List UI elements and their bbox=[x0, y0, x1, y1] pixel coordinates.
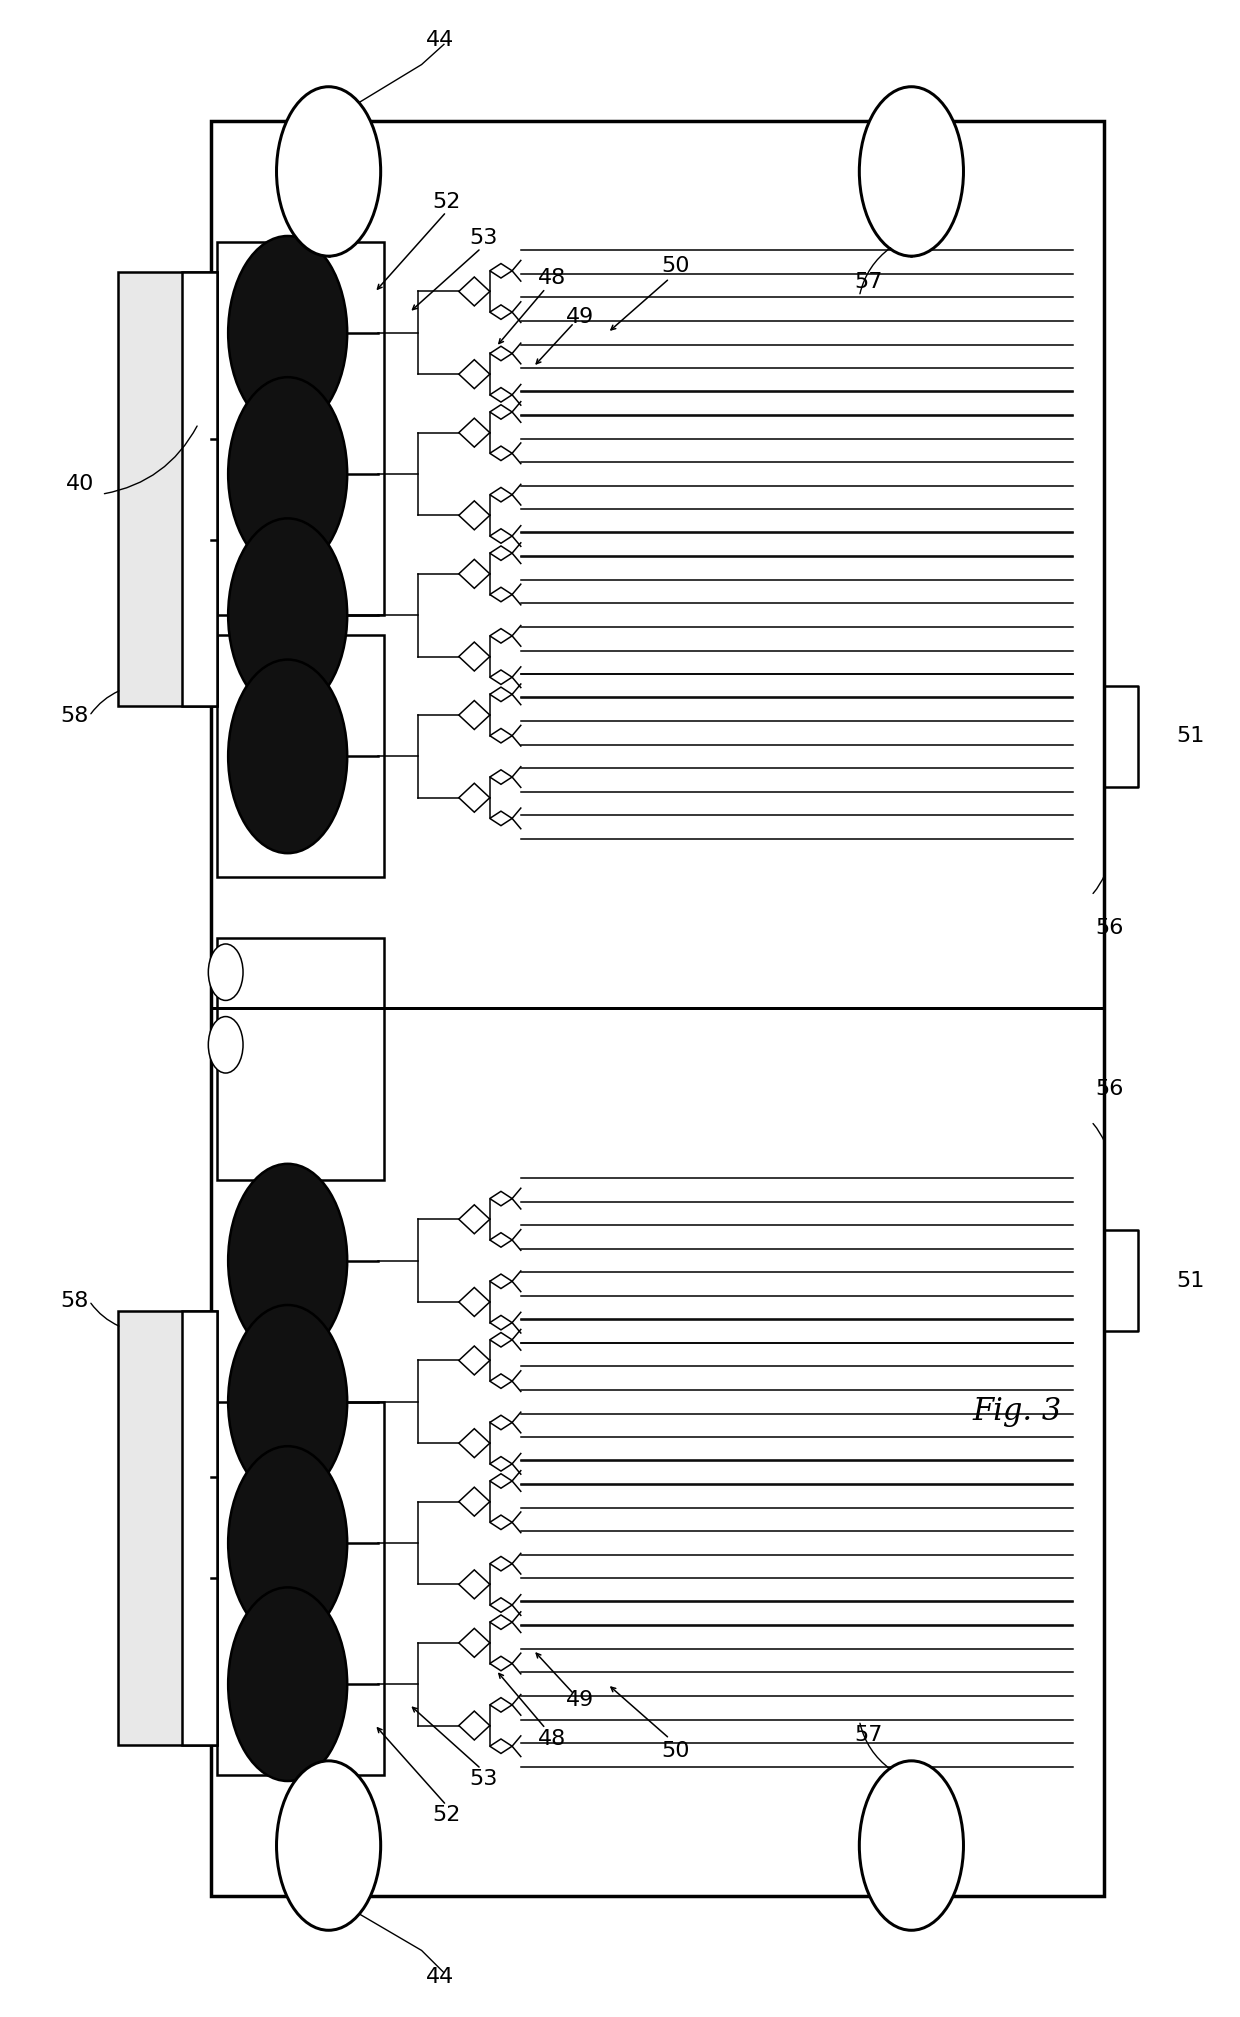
Bar bbox=[118, 1311, 217, 1745]
Circle shape bbox=[277, 87, 381, 256]
Text: 56: 56 bbox=[1096, 1079, 1123, 1099]
Polygon shape bbox=[459, 418, 490, 448]
Text: 51: 51 bbox=[1177, 726, 1204, 746]
Polygon shape bbox=[490, 1698, 512, 1712]
Text: 56: 56 bbox=[1096, 918, 1123, 938]
Polygon shape bbox=[490, 1416, 512, 1430]
Polygon shape bbox=[459, 1428, 490, 1458]
Polygon shape bbox=[490, 1597, 512, 1612]
Circle shape bbox=[208, 1017, 243, 1073]
Polygon shape bbox=[490, 1315, 512, 1329]
Polygon shape bbox=[490, 347, 512, 361]
Polygon shape bbox=[490, 1333, 512, 1347]
Polygon shape bbox=[459, 1628, 490, 1658]
Text: 57: 57 bbox=[854, 1725, 882, 1745]
Polygon shape bbox=[459, 359, 490, 389]
Polygon shape bbox=[490, 1515, 512, 1529]
Circle shape bbox=[859, 1761, 963, 1930]
Text: 50: 50 bbox=[662, 256, 689, 276]
Text: 49: 49 bbox=[567, 307, 594, 327]
Bar bbox=[217, 242, 384, 615]
Text: 48: 48 bbox=[538, 268, 565, 288]
Polygon shape bbox=[490, 446, 512, 460]
Text: 51: 51 bbox=[1177, 1271, 1204, 1291]
Polygon shape bbox=[490, 1557, 512, 1571]
Polygon shape bbox=[490, 688, 512, 702]
Circle shape bbox=[228, 1164, 347, 1357]
Text: 52: 52 bbox=[433, 1805, 460, 1825]
Polygon shape bbox=[490, 405, 512, 420]
Polygon shape bbox=[459, 1569, 490, 1599]
Text: 58: 58 bbox=[61, 1291, 88, 1311]
Polygon shape bbox=[490, 811, 512, 825]
Text: 49: 49 bbox=[567, 1690, 594, 1710]
Bar bbox=[217, 635, 384, 877]
Text: 58: 58 bbox=[61, 706, 88, 726]
Bar bbox=[182, 272, 217, 706]
Polygon shape bbox=[490, 547, 512, 561]
Polygon shape bbox=[490, 528, 512, 543]
Polygon shape bbox=[459, 1287, 490, 1317]
Polygon shape bbox=[490, 1456, 512, 1470]
Circle shape bbox=[228, 1446, 347, 1640]
Polygon shape bbox=[459, 276, 490, 307]
Circle shape bbox=[859, 87, 963, 256]
Polygon shape bbox=[490, 670, 512, 684]
Text: 52: 52 bbox=[433, 192, 460, 212]
Polygon shape bbox=[459, 559, 490, 589]
Polygon shape bbox=[459, 1204, 490, 1234]
Polygon shape bbox=[490, 387, 512, 401]
Bar bbox=[211, 121, 1104, 1896]
Polygon shape bbox=[490, 1374, 512, 1388]
Polygon shape bbox=[459, 700, 490, 730]
Polygon shape bbox=[490, 728, 512, 742]
Bar bbox=[118, 272, 217, 706]
Polygon shape bbox=[490, 770, 512, 785]
Circle shape bbox=[228, 377, 347, 571]
Bar bbox=[182, 1311, 217, 1745]
Polygon shape bbox=[490, 1192, 512, 1206]
Text: 44: 44 bbox=[427, 30, 454, 50]
Circle shape bbox=[228, 236, 347, 430]
Text: 53: 53 bbox=[470, 228, 497, 248]
Circle shape bbox=[208, 944, 243, 1000]
Text: Fig. 3: Fig. 3 bbox=[972, 1396, 1061, 1428]
Text: 44: 44 bbox=[427, 1967, 454, 1987]
Polygon shape bbox=[490, 264, 512, 278]
Polygon shape bbox=[459, 783, 490, 813]
Bar bbox=[217, 1402, 384, 1775]
Text: 53: 53 bbox=[470, 1769, 497, 1789]
Polygon shape bbox=[490, 587, 512, 601]
Polygon shape bbox=[490, 1275, 512, 1289]
Polygon shape bbox=[490, 1616, 512, 1630]
Polygon shape bbox=[490, 488, 512, 502]
Polygon shape bbox=[490, 1474, 512, 1489]
Polygon shape bbox=[490, 629, 512, 643]
Polygon shape bbox=[459, 1345, 490, 1376]
Circle shape bbox=[228, 660, 347, 853]
Text: 48: 48 bbox=[538, 1729, 565, 1749]
Polygon shape bbox=[459, 641, 490, 672]
Polygon shape bbox=[459, 1710, 490, 1741]
Text: 40: 40 bbox=[67, 474, 94, 494]
Circle shape bbox=[228, 518, 347, 712]
Text: 50: 50 bbox=[662, 1741, 689, 1761]
Polygon shape bbox=[459, 1487, 490, 1517]
Polygon shape bbox=[490, 1656, 512, 1670]
Polygon shape bbox=[490, 1739, 512, 1753]
Circle shape bbox=[228, 1587, 347, 1781]
Circle shape bbox=[228, 1305, 347, 1499]
Circle shape bbox=[277, 1761, 381, 1930]
Bar bbox=[217, 938, 384, 1180]
Polygon shape bbox=[490, 1232, 512, 1247]
Polygon shape bbox=[490, 305, 512, 319]
Text: 57: 57 bbox=[854, 272, 882, 292]
Polygon shape bbox=[459, 500, 490, 530]
